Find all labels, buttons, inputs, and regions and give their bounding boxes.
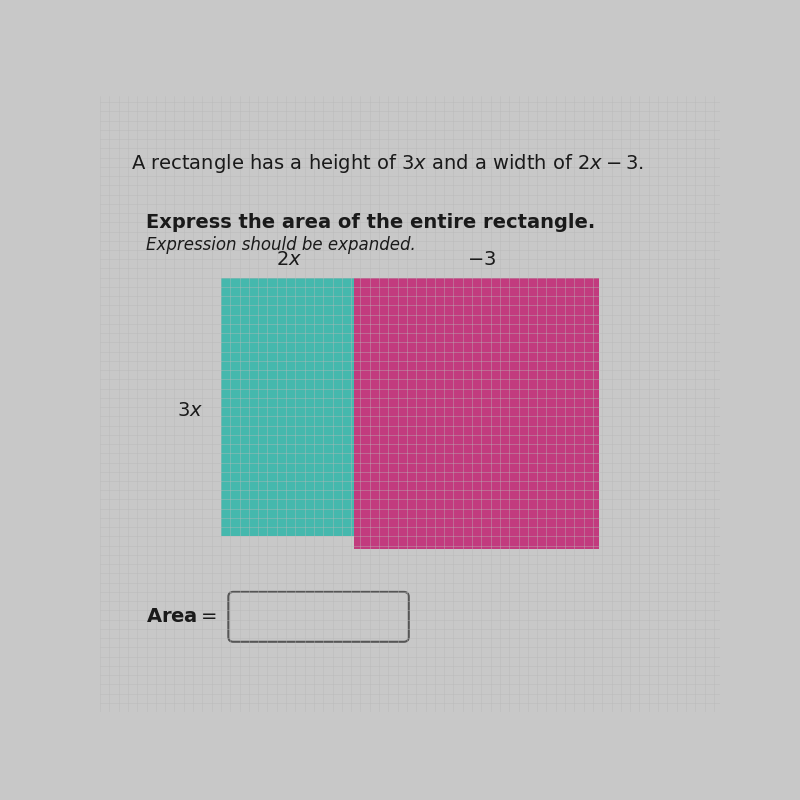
Text: A rectangle has a height of $3x$ and a width of $2x-3$.: A rectangle has a height of $3x$ and a w…	[131, 152, 644, 175]
Text: Express the area of the entire rectangle.: Express the area of the entire rectangle…	[146, 213, 596, 232]
Text: $-3$: $-3$	[466, 250, 496, 269]
Text: $2x$: $2x$	[276, 250, 302, 269]
Text: Expression should be expanded.: Expression should be expanded.	[146, 236, 416, 254]
Bar	[354, 278, 599, 549]
Text: $3x$: $3x$	[177, 401, 203, 420]
FancyBboxPatch shape	[228, 592, 409, 642]
Bar	[221, 278, 354, 537]
Text: $\mathbf{Area} =$: $\mathbf{Area} =$	[146, 607, 218, 626]
